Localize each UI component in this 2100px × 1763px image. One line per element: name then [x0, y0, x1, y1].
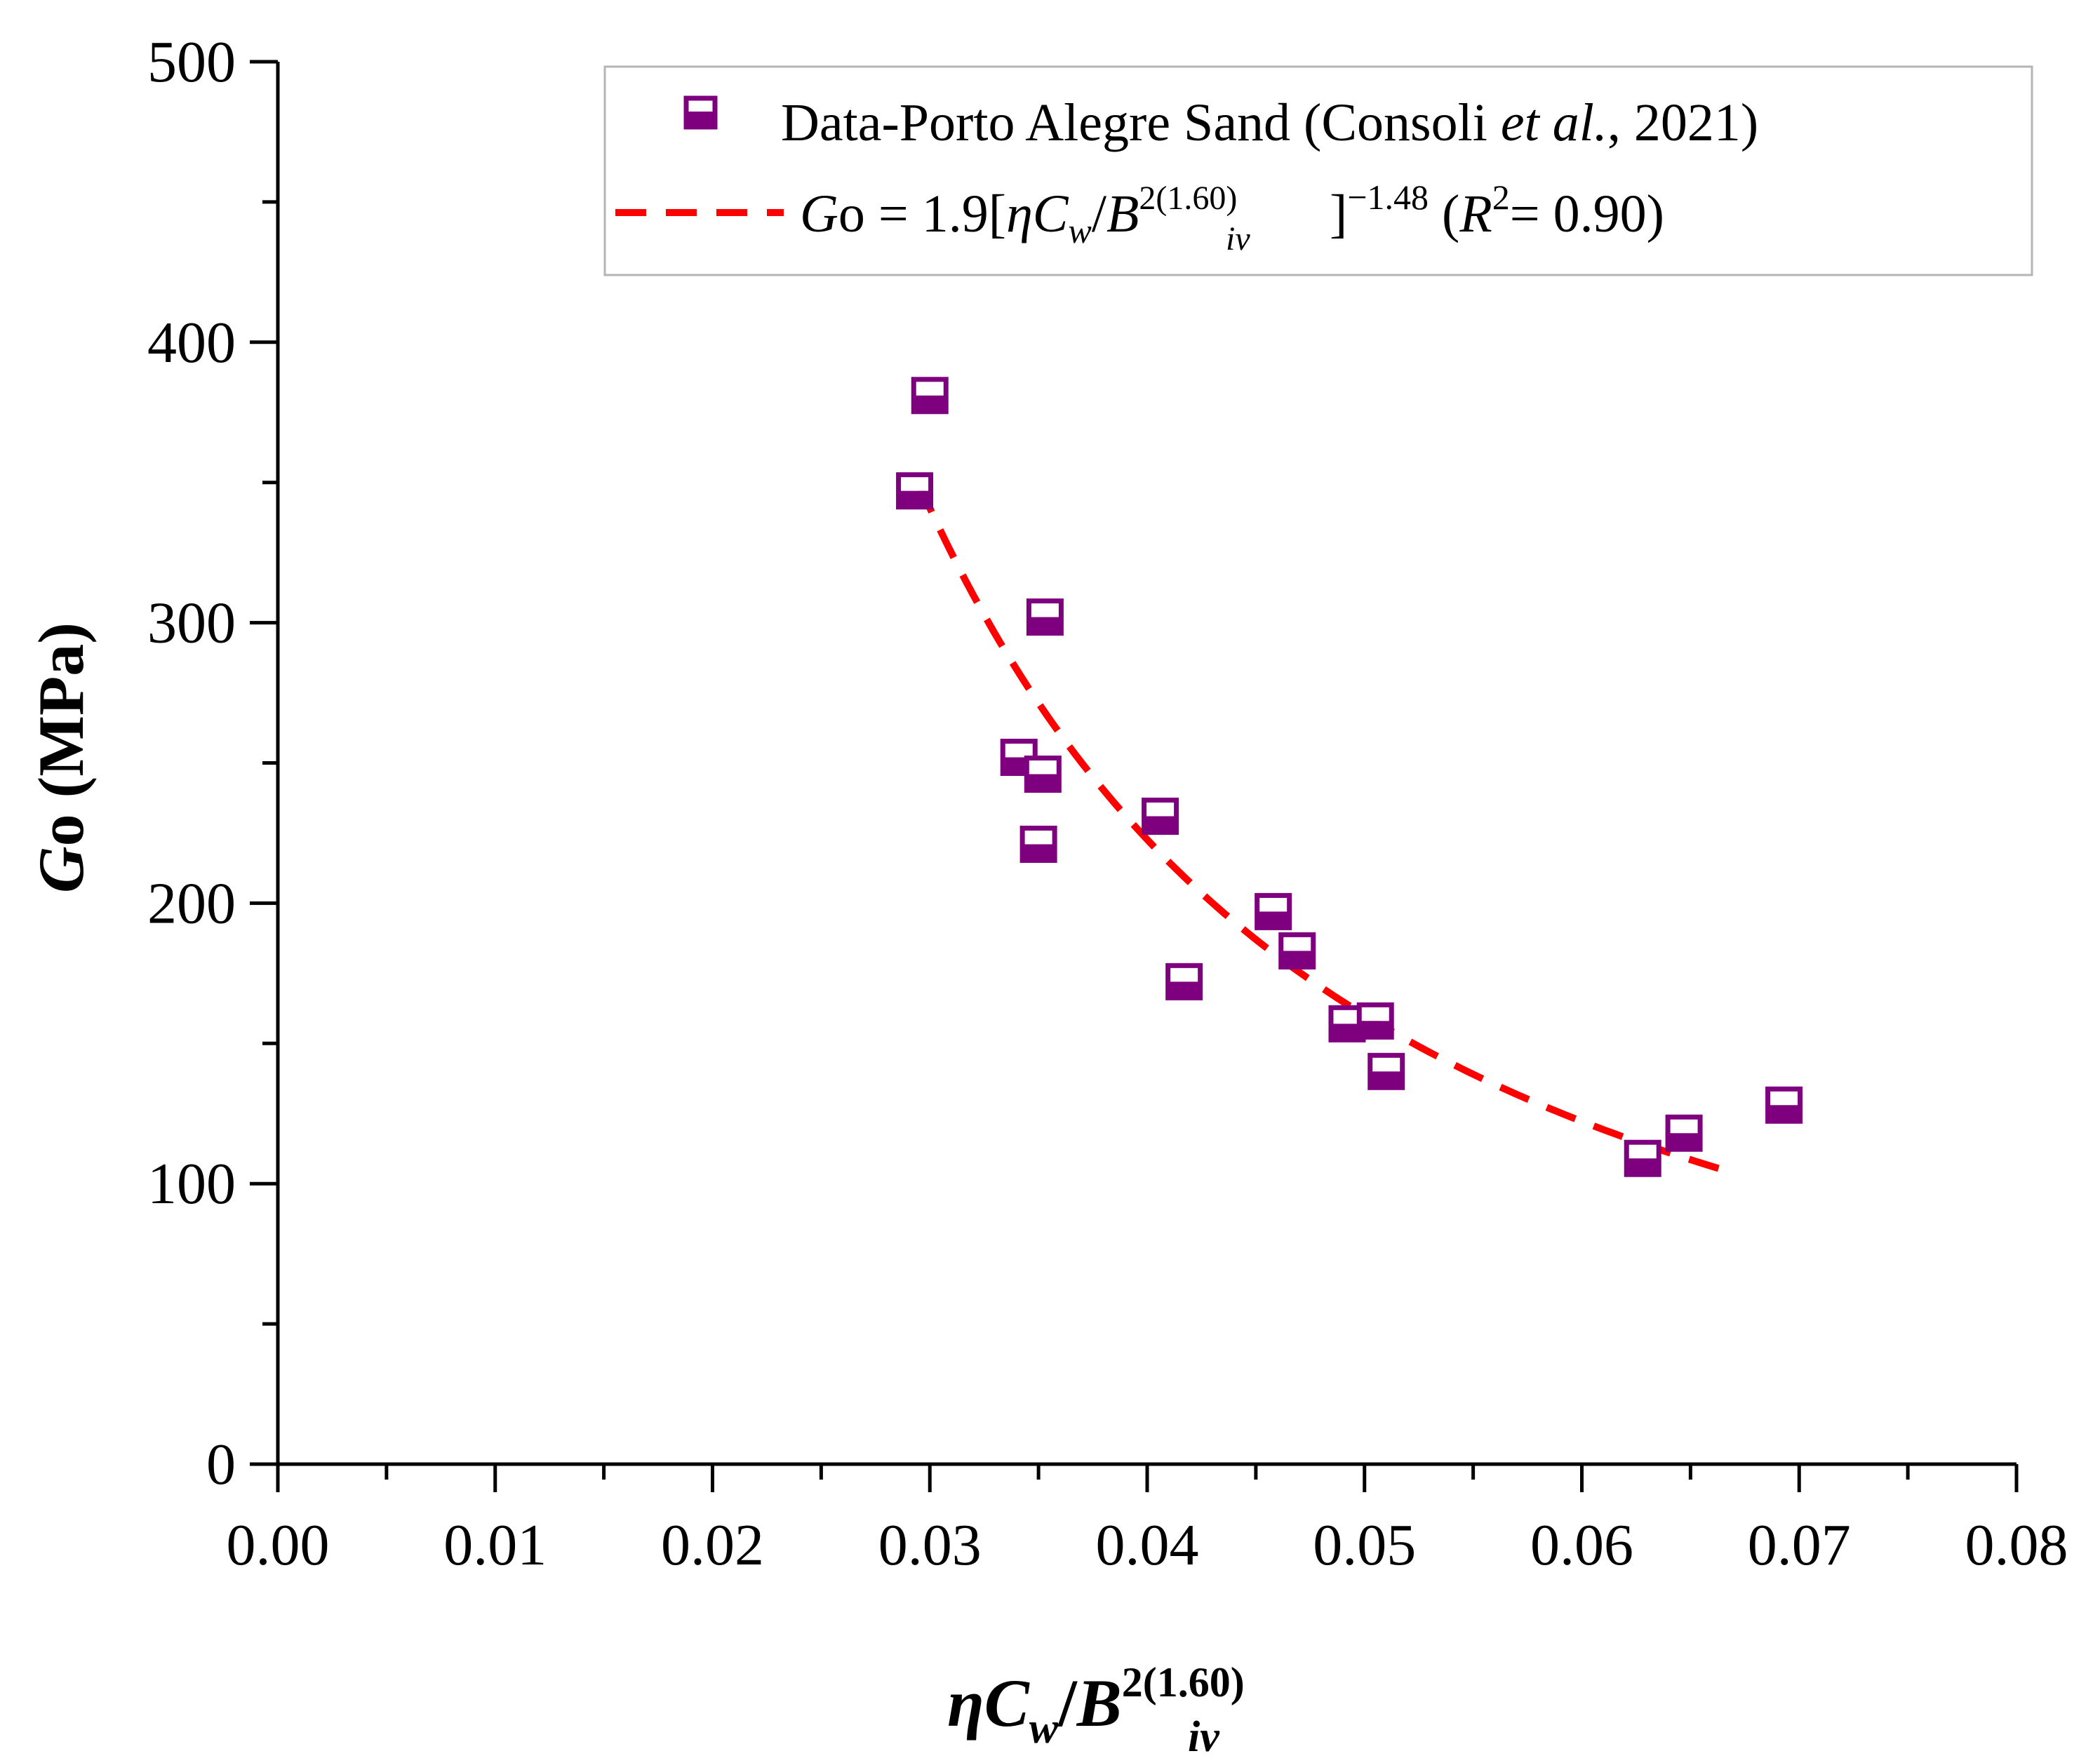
data-point [911, 377, 949, 415]
x-tick-label: 0.05 [1313, 1513, 1416, 1578]
data-point [1624, 1139, 1661, 1177]
data-point [1278, 932, 1316, 970]
data-point [1142, 797, 1179, 835]
data-point [1765, 1086, 1803, 1124]
data-point [1665, 1114, 1703, 1152]
legend-label-fit: Go = 1.9[ηCw/B2(1.60) iv]−1.48 (R2= 0.90) [800, 177, 1664, 257]
y-tick-label: 100 [147, 1151, 236, 1216]
data-point [1019, 825, 1057, 863]
axis-ticks: 0.00 0.01 0.02 0.03 0.04 0.05 0.06 0.07 0.08 0 100… [147, 29, 2068, 1578]
y-tick-label: 500 [147, 29, 236, 95]
data-point [1356, 1002, 1394, 1040]
x-tick-label: 0.03 [878, 1513, 982, 1578]
x-tick-label: 0.08 [1965, 1513, 2068, 1578]
x-tick-label: 0.01 [443, 1513, 547, 1578]
y-tick-label: 300 [147, 591, 236, 656]
x-tick-label: 0.00 [227, 1513, 330, 1578]
data-point [896, 472, 934, 510]
x-tick-label: 0.07 [1748, 1513, 1851, 1578]
data-points-group [896, 377, 1803, 1177]
fit-line-group [916, 482, 1735, 1177]
y-tick-label: 400 [147, 310, 236, 375]
x-tick-label: 0.06 [1530, 1513, 1633, 1578]
x-axis-title: ηCw/B2(1.60) iv [947, 1659, 1245, 1761]
legend-label-data: Data-Porto Alegre Sand (Consoli et al., … [781, 93, 1758, 152]
data-point [1255, 892, 1292, 930]
fit-curve [916, 482, 1735, 1177]
plot-area: 0.00 0.01 0.02 0.03 0.04 0.05 0.06 0.07 0.08 0 100… [147, 29, 2068, 1578]
data-point [1026, 598, 1064, 636]
y-tick-label: 0 [206, 1432, 236, 1497]
legend-box [603, 65, 2033, 276]
legend: Data-Porto Alegre Sand (Consoli et al., … [603, 65, 2033, 276]
x-tick-label: 0.02 [661, 1513, 764, 1578]
y-tick-label: 200 [147, 871, 236, 936]
data-point [1367, 1052, 1405, 1090]
y-axis-title: Go (MPa) [25, 622, 97, 893]
legend-marker-square [683, 95, 718, 130]
data-point [1024, 755, 1062, 793]
x-tick-label: 0.04 [1096, 1513, 1199, 1578]
data-point [1165, 963, 1203, 1000]
